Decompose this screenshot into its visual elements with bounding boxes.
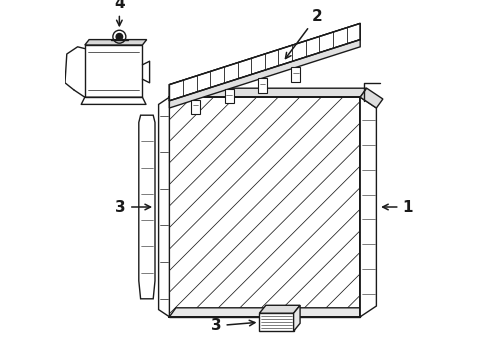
Polygon shape — [170, 23, 360, 101]
Polygon shape — [191, 100, 200, 114]
Polygon shape — [294, 305, 300, 331]
Circle shape — [116, 33, 122, 40]
Text: 3: 3 — [116, 199, 150, 215]
Polygon shape — [159, 97, 170, 317]
Polygon shape — [170, 88, 367, 97]
Polygon shape — [360, 97, 376, 317]
Polygon shape — [170, 97, 360, 317]
Text: 2: 2 — [286, 9, 322, 59]
Text: 3: 3 — [211, 318, 255, 333]
Polygon shape — [259, 305, 300, 313]
Polygon shape — [170, 308, 367, 317]
Polygon shape — [360, 88, 383, 108]
Polygon shape — [170, 40, 360, 108]
Polygon shape — [85, 45, 143, 97]
Polygon shape — [259, 313, 294, 331]
Text: 1: 1 — [383, 199, 413, 215]
Polygon shape — [291, 67, 300, 82]
Text: 4: 4 — [114, 0, 124, 26]
Bar — [170, 97, 360, 317]
Polygon shape — [170, 23, 360, 101]
Polygon shape — [224, 89, 234, 103]
Polygon shape — [85, 40, 147, 45]
Polygon shape — [139, 115, 155, 299]
Polygon shape — [258, 78, 267, 93]
